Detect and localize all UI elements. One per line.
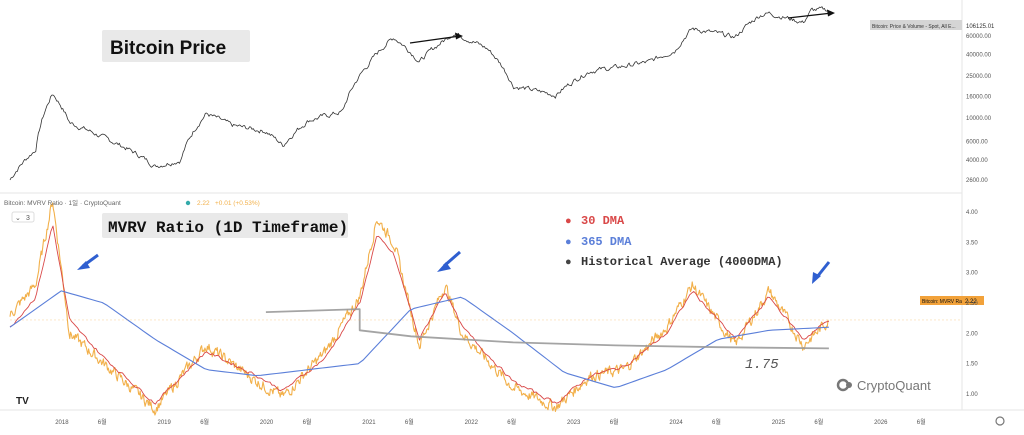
x-axis-tick: 6월 [814,418,823,426]
price-title-box [102,30,250,62]
mvrv-tag-value: 2.22 [965,299,977,305]
x-axis-tick: 6월 [507,418,516,426]
mvrv-header-value: 2.22 [197,200,210,207]
arrow-blue-2021 [437,250,461,272]
x-axis-tick: 2026 [874,420,888,426]
brand-label: CryptoQuant [857,378,931,393]
mvrv-pane [9,202,962,416]
mvrv-y-tick: 1.00 [966,392,978,398]
arrow-black-2025 [787,9,835,19]
mvrv-tag-box [920,296,962,305]
price-y-tick: 10000.00 [966,116,992,122]
x-axis-tick: 2023 [567,420,581,426]
mvrv-status-dot [185,200,191,206]
legend-dot-30: ● [565,215,572,227]
price-y-tick: 16000.00 [966,95,992,101]
price-legend: Bitcoin: Price & Volume - Spot, All E... [872,24,956,30]
collapse-button[interactable] [11,211,35,223]
mvrv-y-tick: 2.50 [966,301,978,307]
x-axis-tick: 2024 [669,420,683,426]
x-axis-tick: 6월 [405,418,414,426]
mvrv-tag-value-box [962,296,984,305]
price-legend-box [870,20,962,30]
legend-dot-hist: ● [565,256,572,268]
price-y-tick: 6000.00 [966,140,988,146]
mvrv-y-tick: 3.00 [966,271,978,277]
gear-icon[interactable] [995,416,1005,426]
mvrv-y-tick: 4.00 [966,210,978,216]
mvrv-y-tick: 3.50 [966,240,978,246]
mvrv-365dma-line [9,290,829,388]
x-axis-tick: 2020 [260,420,274,426]
x-axis-tick: 6월 [303,418,312,426]
tradingview-logo: TV [16,396,29,407]
price-last-value: 106125.01 [966,24,995,30]
arrow-blue-2025 [812,261,831,284]
chevron-down-icon: ⌄ [15,215,21,222]
price-y-tick: 4000.00 [966,158,988,164]
legend-historical-average: Historical Average (4000DMA) [581,255,783,269]
mvrv-y-tick: 1.50 [966,362,978,368]
legend-365dma: 365 DMA [581,235,632,249]
mvrv-tag-label: Bitcoin: MVRV Ratio [922,299,967,305]
x-axis-tick: 6월 [200,418,209,426]
collapse-count: 3 [26,215,30,222]
mvrv-title-box [102,213,348,238]
mvrv-title: MVRV Ratio (1D Timeframe) [108,219,348,237]
mvrv-header-change: +0.01 (+0.53%) [215,200,260,207]
x-axis-tick: 6월 [712,418,721,426]
x-axis-tick: 6월 [917,418,926,426]
price-title: Bitcoin Price [110,38,226,59]
arrow-black-2021 [409,32,463,44]
legend-dot-365: ● [565,236,572,248]
x-axis-tick: 2021 [362,420,376,426]
price-y-tick: 40000.00 [966,52,992,58]
mvrv-ratio-line [9,202,829,416]
bitcoin-price-line [9,6,829,181]
mvrv-legend-header: Bitcoin: MVRV Ratio · 1일 · CryptoQuant [4,198,121,207]
x-axis-tick: 2018 [55,420,69,426]
x-axis-tick: 6월 [98,418,107,426]
x-axis-tick: 6월 [610,418,619,426]
x-axis-tick: 2025 [772,420,786,426]
mvrv-30dma-line [9,225,829,405]
x-axis-tick: 2022 [465,420,479,426]
price-y-tick: 25000.00 [966,74,992,80]
cryptoquant-logo [836,378,852,392]
mvrv-y-tick: 2.00 [966,331,978,337]
arrow-blue-2018 [77,253,99,270]
price-y-tick: 60000.00 [966,34,992,40]
x-axis-tick: 2019 [158,420,172,426]
historical-average-annotation: 1.75 [745,357,779,373]
legend-30dma: 30 DMA [581,214,625,228]
price-y-tick: 2600.00 [966,178,988,184]
mvrv-hist-avg-line [265,308,829,350]
price-pane [9,6,829,181]
